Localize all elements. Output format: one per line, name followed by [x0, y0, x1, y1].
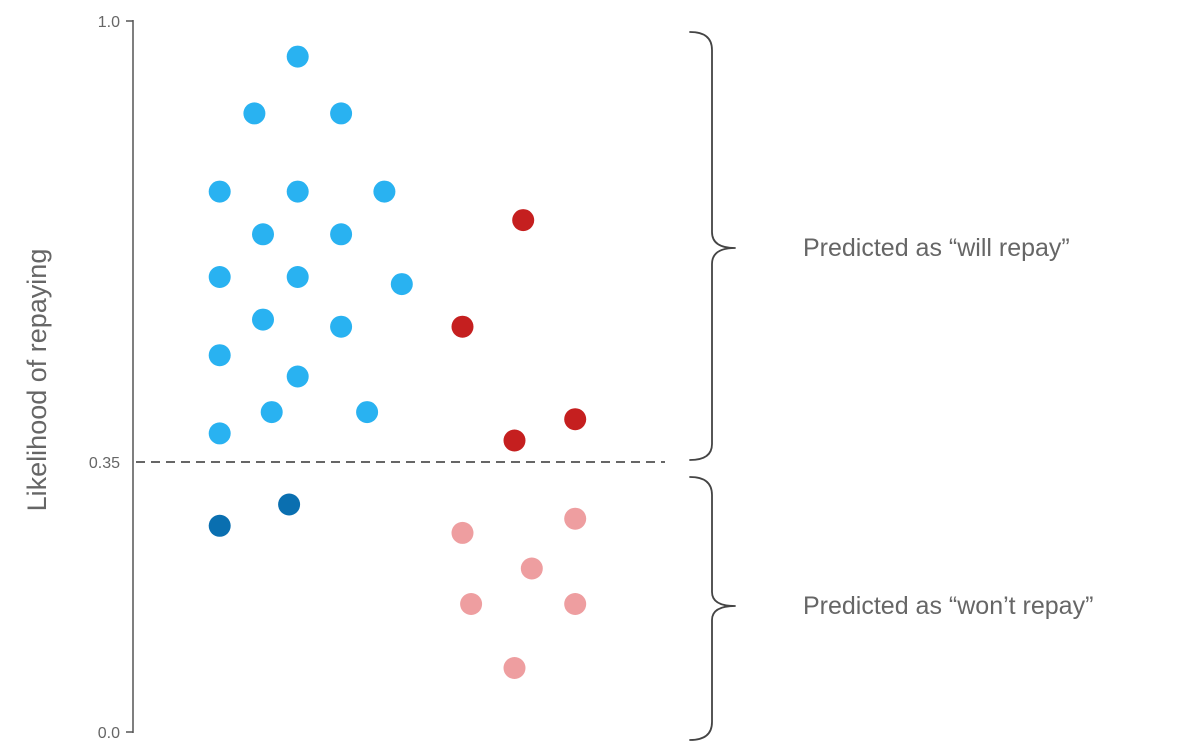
data-point-s0-p13 [208, 344, 231, 367]
y-tick-label-0-0: 0.0 [98, 725, 120, 742]
data-point-s2-p2 [564, 408, 587, 431]
data-point-s3-p1 [451, 521, 474, 544]
data-point-s1-p0 [278, 493, 301, 516]
y-tick-label-1-0: 1.0 [98, 14, 120, 31]
data-point-s0-p6 [252, 223, 274, 246]
data-point-s0-p1 [243, 102, 266, 125]
brace-will-repay [689, 31, 736, 461]
data-point-s3-p4 [564, 593, 587, 615]
data-point-s2-p1 [451, 315, 474, 338]
data-point-s0-p4 [286, 180, 309, 203]
data-points [208, 45, 587, 679]
annotation-wont-repay: Predicted as “won’t repay” [803, 592, 1093, 620]
data-point-s0-p15 [260, 401, 283, 424]
data-point-s2-p0 [512, 209, 535, 232]
data-point-s3-p3 [460, 593, 483, 615]
data-point-s0-p17 [208, 422, 231, 445]
y-axis-label: Likelihood of repaying [22, 249, 52, 512]
data-point-s0-p7 [330, 223, 353, 246]
data-point-s1-p1 [208, 514, 231, 537]
data-point-s0-p14 [286, 365, 309, 388]
data-point-s0-p9 [286, 266, 309, 288]
y-axis: 1.0 0.35 0.0 [89, 14, 134, 742]
brace-wont-repay [689, 476, 736, 741]
data-point-s0-p16 [356, 401, 379, 424]
annotation-will-repay: Predicted as “will repay” [803, 234, 1070, 262]
data-point-s0-p2 [330, 102, 353, 125]
data-point-s0-p0 [286, 45, 309, 68]
data-point-s0-p12 [330, 315, 353, 338]
data-point-s0-p5 [373, 180, 396, 203]
data-point-s0-p8 [208, 266, 231, 288]
data-point-s3-p5 [503, 657, 526, 679]
data-point-s0-p10 [390, 273, 413, 296]
data-point-s2-p3 [503, 429, 526, 452]
data-point-s3-p0 [564, 507, 587, 530]
data-point-s0-p11 [252, 308, 274, 331]
data-point-s0-p3 [208, 180, 231, 203]
y-tick-label-0-35: 0.35 [89, 455, 120, 472]
data-point-s3-p2 [520, 557, 543, 580]
